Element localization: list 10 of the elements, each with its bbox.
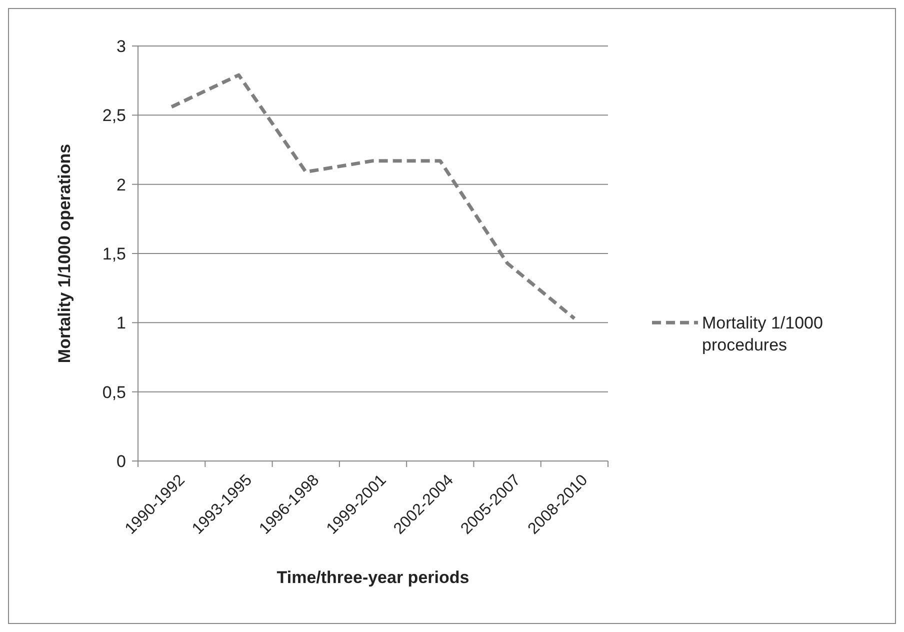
y-axis-title: Mortality 1/1000 operations — [55, 144, 74, 364]
y-tick-label: 1,5 — [102, 244, 126, 264]
y-tick-label: 2 — [116, 175, 126, 194]
x-axis-title: Time/three-year periods — [276, 568, 470, 587]
y-tick-label: 1 — [116, 314, 126, 333]
legend-label: Mortality 1/1000 procedures — [702, 314, 823, 355]
y-tick-label: 0,5 — [102, 382, 126, 402]
y-tick-label: 3 — [116, 36, 126, 56]
y-tick-label: 0 — [116, 452, 126, 471]
y-tick-label: 2,5 — [102, 106, 126, 126]
